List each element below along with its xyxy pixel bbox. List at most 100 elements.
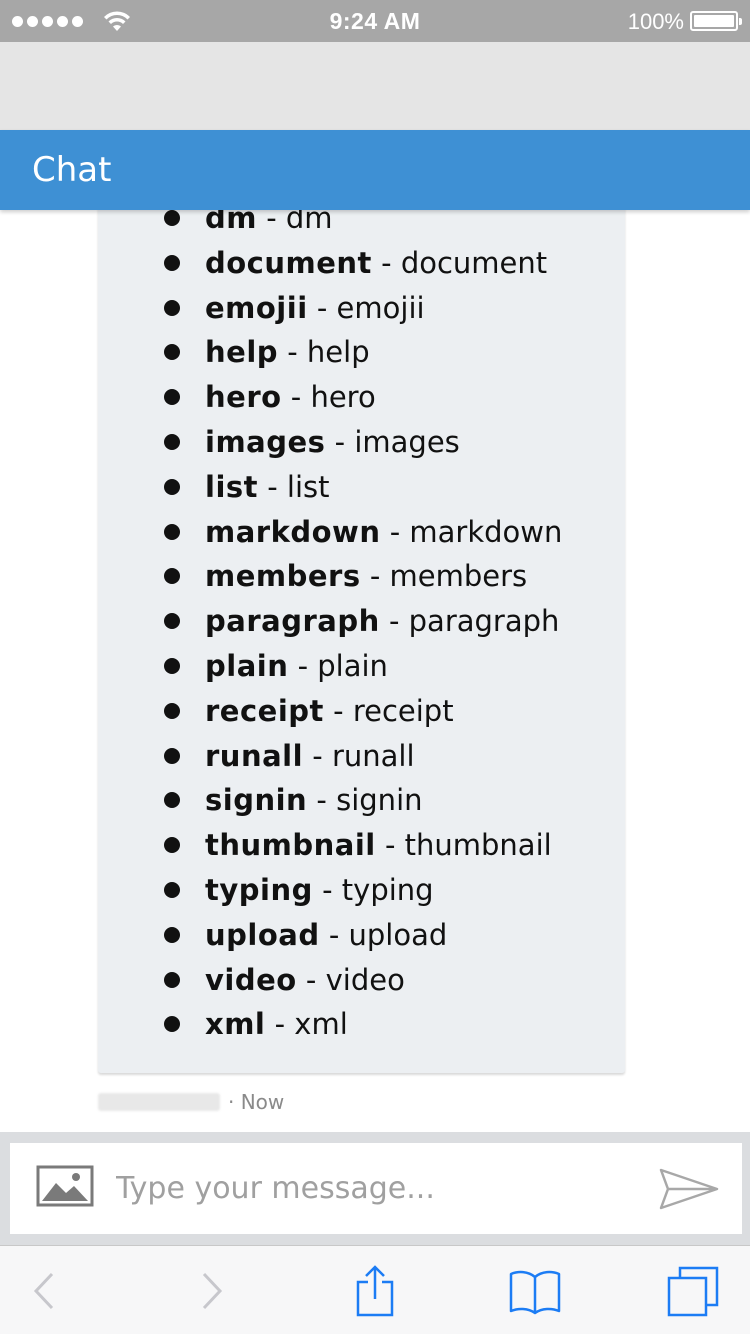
command-name: markdown [205, 514, 381, 549]
bullet-point [164, 299, 180, 316]
browser-toolbar [0, 1245, 750, 1334]
chat-title: Chat [32, 150, 112, 190]
command-separator: - [258, 469, 287, 504]
command-name: plain [205, 648, 289, 683]
command-name: help [205, 335, 279, 370]
tabs-icon[interactable] [664, 1246, 722, 1335]
command-description: paragraph [408, 604, 560, 639]
bullet-point [164, 837, 180, 854]
list-item: list - list [164, 465, 562, 510]
battery-percentage: 100% [627, 9, 684, 34]
command-separator: - [307, 783, 337, 818]
bullet-point [164, 926, 180, 943]
list-item: dm - dm [164, 210, 562, 241]
command-separator: - [380, 514, 410, 549]
list-item: typing - typing [164, 868, 562, 913]
list-item: plain - plain [164, 644, 562, 689]
list-item: images - images [164, 420, 562, 465]
composer-area [0, 1132, 750, 1245]
wifi-icon [102, 9, 132, 38]
message-list[interactable]: dm - dm document - document emojii - emoji… [0, 210, 750, 1132]
command-name: receipt [205, 693, 324, 728]
command-description: images [354, 424, 460, 459]
command-separator: - [307, 290, 337, 325]
command-separator: - [375, 828, 405, 863]
command-name: document [205, 245, 372, 280]
bullet-point [164, 433, 180, 450]
bullet-point [164, 210, 180, 226]
command-name: xml [205, 1007, 266, 1042]
command-name: thumbnail [205, 828, 376, 863]
command-separator: - [278, 335, 307, 370]
back-icon[interactable] [22, 1246, 66, 1335]
status-bar: 9:24 AM 100% [0, 0, 750, 42]
bullet-point [164, 657, 180, 674]
command-separator: - [371, 245, 401, 280]
command-description: upload [348, 917, 448, 952]
list-item: emojii - emojii [164, 286, 562, 331]
bookmarks-icon[interactable] [506, 1246, 564, 1335]
bullet-point [164, 389, 180, 406]
command-description: markdown [409, 514, 563, 549]
command-description: plain [317, 648, 388, 683]
list-item: paragraph - paragraph [164, 599, 562, 644]
command-name: video [205, 962, 297, 997]
message-timestamp: · Now [228, 1090, 285, 1114]
bullet-point [164, 702, 180, 719]
command-description: emojii [336, 290, 425, 325]
bullet-point [164, 792, 180, 809]
command-name: upload [205, 917, 320, 952]
command-description: receipt [352, 693, 454, 728]
list-item: help - help [164, 330, 562, 375]
bullet-point [164, 568, 180, 585]
image-upload-icon[interactable] [36, 1165, 94, 1211]
command-name: members [205, 559, 361, 594]
bullet-point [164, 1016, 180, 1033]
send-icon[interactable] [658, 1167, 720, 1215]
share-icon[interactable] [350, 1246, 400, 1335]
command-description: thumbnail [404, 828, 552, 863]
list-item: video - video [164, 958, 562, 1003]
list-item: thumbnail - thumbnail [164, 823, 562, 868]
bullet-point [164, 747, 180, 764]
bullet-point [164, 613, 180, 630]
command-separator: - [281, 380, 311, 415]
command-separator: - [265, 1007, 295, 1042]
sender-name-blurred [98, 1093, 220, 1111]
message-timestamp-row: · Now [98, 1090, 284, 1114]
command-description: help [306, 335, 370, 370]
browser-address-area [0, 42, 750, 130]
list-item: xml - xml [164, 1002, 562, 1047]
forward-icon[interactable] [190, 1246, 234, 1335]
command-name: paragraph [205, 604, 380, 639]
composer-box [10, 1143, 742, 1234]
command-separator: - [303, 738, 332, 773]
command-description: dm [285, 210, 333, 235]
command-separator: - [323, 693, 353, 728]
list-item: signin - signin [164, 778, 562, 823]
bot-message-bubble: dm - dm document - document emojii - emoji… [98, 210, 625, 1073]
bullet-point [164, 478, 180, 495]
chat-header: Chat [0, 130, 750, 210]
status-time: 9:24 AM [329, 8, 421, 34]
bullet-point [164, 881, 180, 898]
list-item: runall - runall [164, 734, 562, 779]
command-list: dm - dm document - document emojii - emoji… [164, 210, 562, 1047]
command-description: hero [310, 380, 376, 415]
command-description: signin [336, 783, 423, 818]
command-description: xml [294, 1007, 348, 1042]
command-name: list [205, 469, 259, 504]
bullet-point [164, 971, 180, 988]
command-name: typing [205, 872, 313, 907]
list-item: hero - hero [164, 375, 562, 420]
bullet-point [164, 254, 180, 271]
command-separator: - [379, 604, 409, 639]
command-separator: - [312, 872, 342, 907]
message-input[interactable] [116, 1143, 636, 1234]
command-description: list [286, 469, 330, 504]
command-separator: - [360, 559, 390, 594]
command-description: document [400, 245, 548, 280]
bullet-point [164, 344, 180, 361]
command-separator: - [288, 648, 318, 683]
list-item: receipt - receipt [164, 689, 562, 734]
